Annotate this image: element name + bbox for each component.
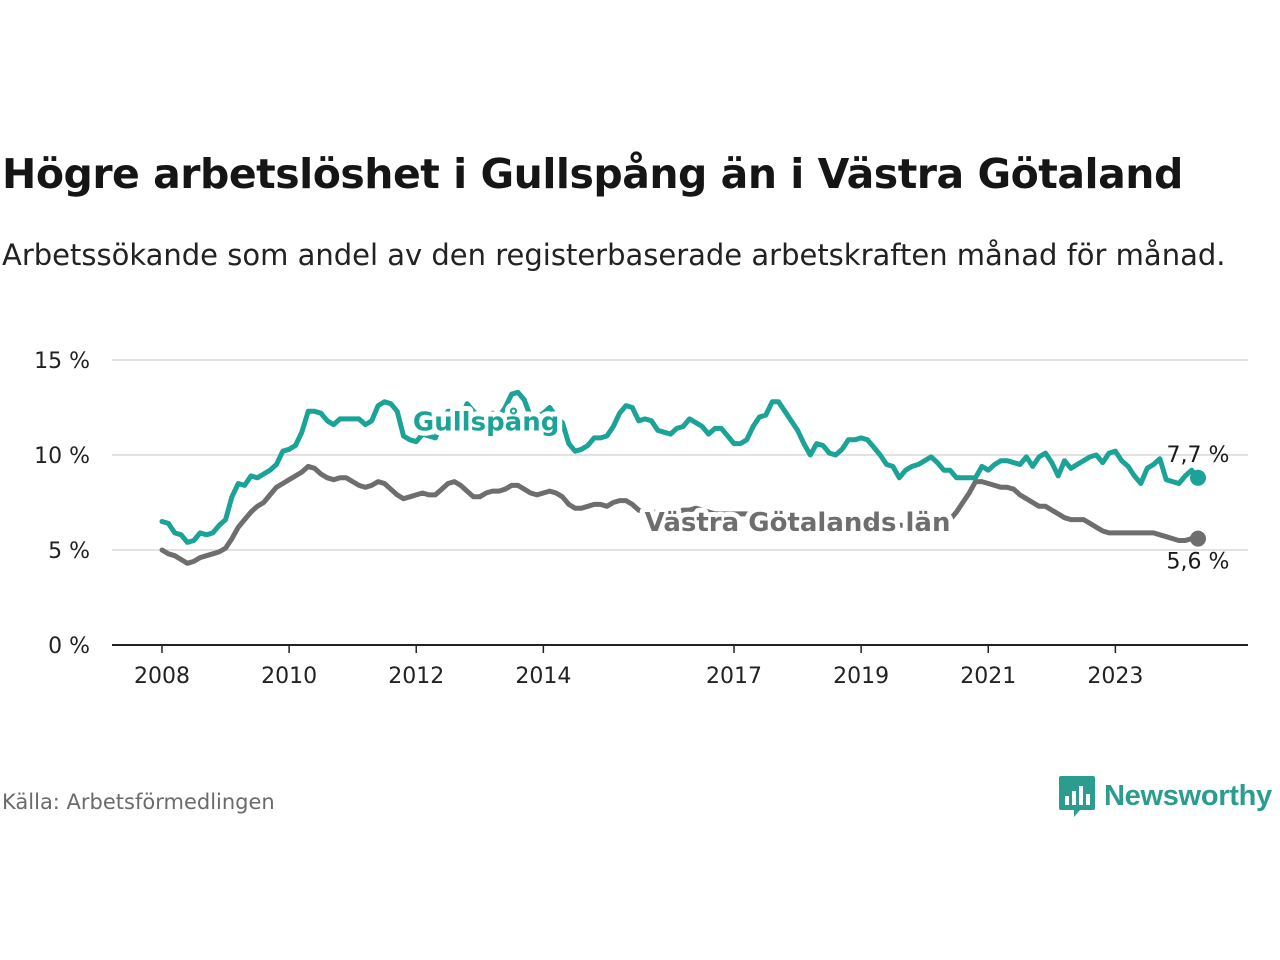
grid-lines [112,359,1248,646]
end-point-gullspang [1190,469,1206,486]
series-label-halo: Västra Götalands län [645,508,951,538]
x-tick-label: 2019 [833,664,889,689]
x-tick-label: 2014 [515,664,571,689]
source-note: Källa: Arbetsförmedlingen [2,790,275,814]
axis-ticks: 0 % 5 % 10 % 15 % 2008 2010 2012 2014 2017 2019 20… [34,349,1143,689]
end-value-vastra-gotaland: 5,6 % [1167,550,1230,575]
chart-subtitle: Arbetssökande som andel av den registerb… [2,238,1226,272]
x-tick-label: 2012 [388,664,444,689]
brand-name: Newsworthy [1104,779,1272,812]
series-label-halo: Gullspång [413,405,559,437]
series-line-vastra-gotaland [159,463,1201,566]
end-point-vastra-gotaland [1190,530,1206,547]
chart-title: Högre arbetslöshet i Gullspång än i Väst… [2,150,1183,198]
series-label-vastra-gotaland: Västra Götalands län [645,508,951,538]
x-tick-label: 2008 [134,664,190,689]
series-label-gullspang: Gullspång [413,405,559,437]
series-lines [159,389,1206,566]
y-tick-label: 15 % [34,349,90,374]
x-tick-label: 2010 [261,664,317,689]
x-tick-label: 2023 [1087,664,1143,689]
y-tick-label: 5 % [48,539,90,564]
bar-chart-icon [1059,776,1095,817]
newsworthy-logo[interactable]: Newsworthy [1058,772,1272,820]
x-tick-label: 2021 [960,664,1016,689]
series-line-gullspang [159,389,1201,545]
line-chart: 0 % 5 % 10 % 15 % 2008 2010 2012 2014 2017 2019 20… [34,349,1248,689]
y-tick-label: 10 % [34,444,90,469]
y-tick-label: 0 % [48,634,90,659]
x-tick-label: 2017 [706,664,762,689]
end-value-gullspang: 7,7 % [1167,443,1230,468]
